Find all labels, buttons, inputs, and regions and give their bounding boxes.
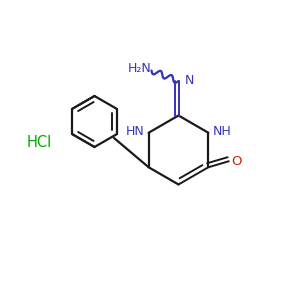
Text: N: N bbox=[185, 74, 195, 87]
Text: H₂N: H₂N bbox=[128, 62, 152, 76]
Text: HN: HN bbox=[126, 125, 145, 138]
Text: NH: NH bbox=[212, 125, 231, 138]
Text: HCl: HCl bbox=[26, 135, 52, 150]
Text: O: O bbox=[231, 155, 242, 168]
